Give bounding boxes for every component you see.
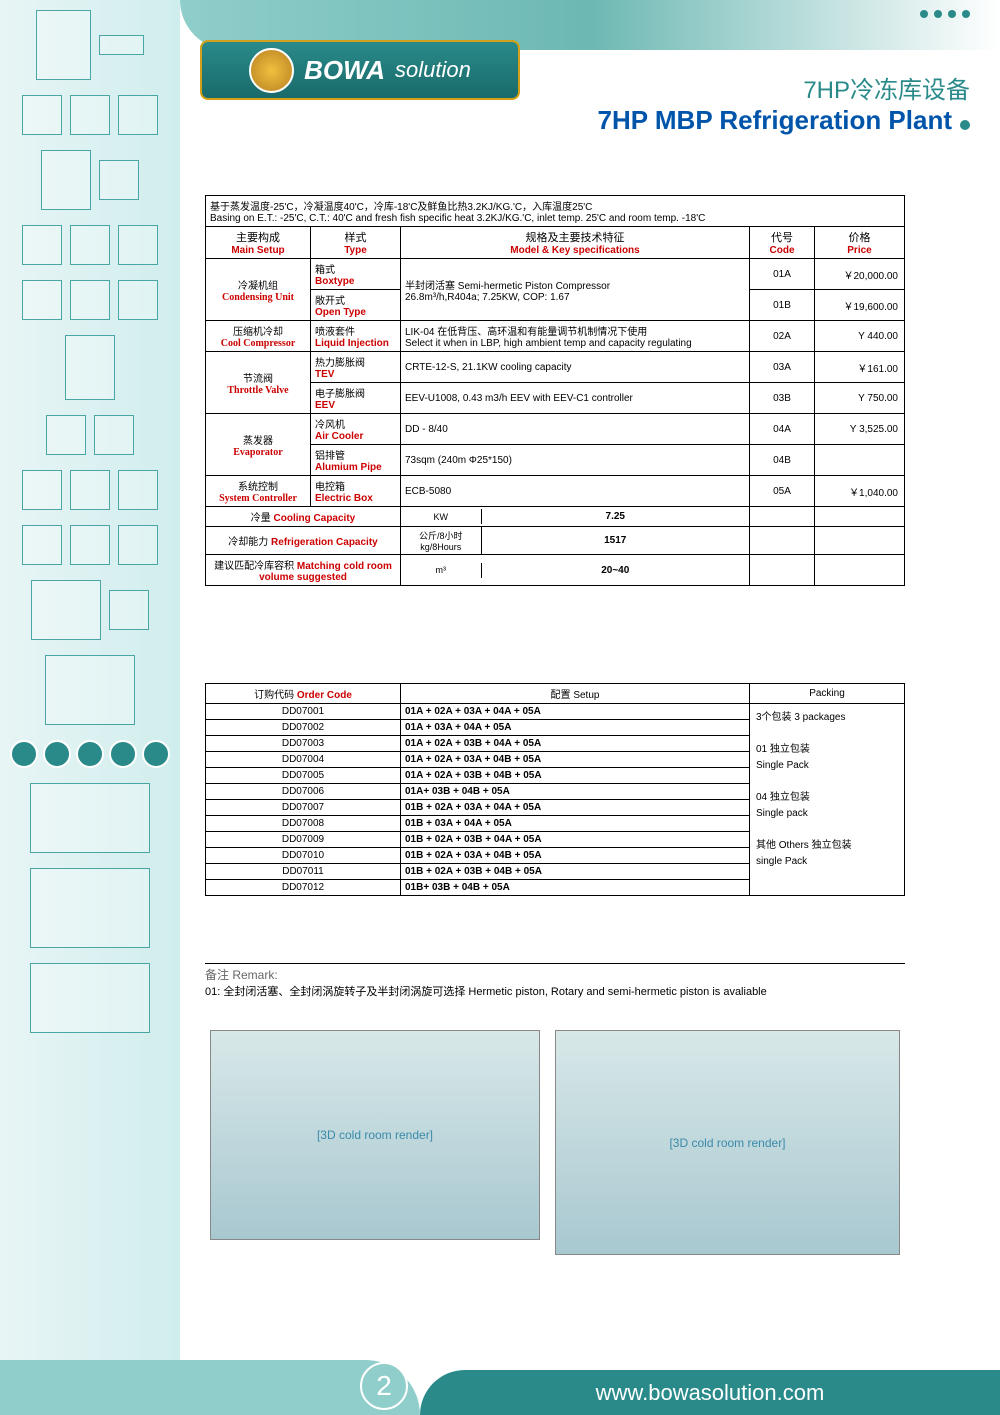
remark: 备注 Remark: 01: 全封闭活塞、全封闭涡旋转子及半封闭涡旋可选择 He… — [205, 963, 905, 999]
order-table: 订购代码 Order Code 配置 Setup Packing DD07001… — [205, 683, 905, 896]
render-image-1: [3D cold room render] — [210, 1030, 540, 1240]
left-sidebar — [0, 0, 180, 1415]
spec-table: 基于蒸发温度-25'C，冷凝温度40'C，冷库-18'C及鲜鱼比热3.2KJ/K… — [205, 195, 905, 586]
render-image-2: [3D cold room render] — [555, 1030, 900, 1255]
page-title: 7HP冷冻库设备 7HP MBP Refrigeration Plant — [598, 70, 970, 136]
logo: BOWA solution — [200, 40, 520, 100]
footer: 2 www.bowasolution.com — [0, 1360, 1000, 1415]
